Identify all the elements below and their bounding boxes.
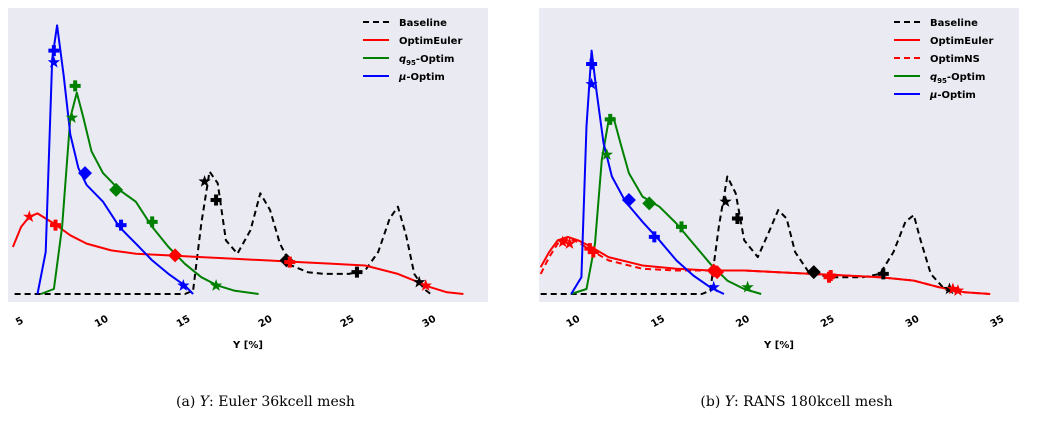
x-tick-label: 10: [565, 314, 583, 331]
x-axis-label: Y [%]: [763, 340, 794, 351]
x-tick-label: 10: [93, 314, 111, 331]
marker-optim-1: [585, 77, 598, 90]
marker-optim-5: [177, 279, 190, 291]
panel-b: 10 15 20 25 30 35 Y [%] Baseline OptimEuler Optim…: [531, 0, 1062, 432]
marker-baseline-3: [806, 265, 821, 280]
x-tick-label: 5: [14, 315, 26, 328]
legend-label-q95-optim: q95-Optim: [399, 54, 454, 67]
marker-optimeuler-5: [419, 279, 432, 291]
marker-optimeuler-2: [50, 219, 62, 231]
marker-baseline-5: [413, 275, 426, 288]
marker-q95-optim-5: [209, 279, 223, 291]
marker-optim-5: [707, 280, 720, 293]
legend-label-optimeuler: OptimEuler: [930, 36, 993, 47]
caption-a-text: : Euler 36kcell mesh: [209, 394, 355, 410]
marker-optimeuler-5: [951, 284, 965, 296]
chart-b: 10 15 20 25 30 35 Y [%] Baseline OptimEuler Optim…: [539, 8, 1019, 351]
marker-baseline-1: [719, 195, 732, 207]
series-line-baseline: [540, 175, 957, 295]
marker-optim-1: [47, 55, 61, 68]
marker-optimns-1: [563, 237, 576, 249]
marker-baseline-1: [198, 175, 211, 187]
x-tick-label: 15: [649, 314, 667, 331]
marker-optimeuler-1: [23, 210, 36, 222]
marker-q95-optim-3: [642, 196, 657, 211]
series-line-optim: [570, 49, 725, 295]
marker-q95-optim-4: [146, 216, 158, 228]
marker-q95-optim-3: [109, 182, 124, 197]
legend-label-baseline: Baseline: [399, 18, 447, 29]
legend-label-baseline: Baseline: [930, 18, 978, 29]
marker-q95-optim-4: [675, 221, 687, 233]
chart-a: 5 10 15 20 25 30 Y [%] Baseline OptimEuler q95-Op…: [8, 8, 488, 351]
plot-background: [539, 8, 1019, 302]
marker-optimeuler-3: [168, 248, 183, 263]
plot-background: [8, 8, 488, 302]
marker-q95-optim-1: [65, 111, 79, 123]
marker-baseline-4: [351, 266, 363, 278]
series-line-optimeuler: [11, 212, 464, 295]
marker-optimeuler-1: [556, 235, 569, 248]
x-tick-label: 25: [819, 314, 837, 331]
marker-optimns-3: [710, 265, 725, 280]
x-tick-label: 20: [257, 314, 275, 331]
marker-optim-2: [586, 58, 598, 70]
x-axis-label: Y [%]: [232, 340, 263, 351]
marker-optim-3: [621, 193, 636, 207]
marker-baseline-2: [731, 212, 743, 224]
x-tick-label: 20: [734, 314, 752, 331]
x-tick-label: 25: [339, 314, 357, 331]
caption-a-variable: Y: [199, 394, 210, 410]
legend-label-q95-optim: q95-Optim: [930, 72, 985, 85]
marker-q95-optim-2: [604, 113, 616, 125]
caption-b: (b) Y: RANS 180kcell mesh: [531, 394, 1062, 410]
marker-optim-4: [115, 219, 127, 231]
caption-b-variable: Y: [724, 394, 734, 410]
caption-a-label: (a): [176, 394, 196, 410]
caption-a: (a) Y: Euler 36kcell mesh: [0, 394, 531, 410]
marker-q95-optim-1: [600, 148, 613, 160]
marker-optimeuler-4: [284, 256, 296, 268]
marker-baseline-2: [210, 194, 222, 206]
legend-label-optimeuler: OptimEuler: [399, 36, 462, 47]
marker-q95-optim-5: [741, 280, 754, 293]
legend-label-optimns: OptimNS: [930, 54, 980, 65]
marker-optim-2: [48, 45, 60, 57]
marker-baseline-4: [877, 268, 889, 280]
panel-a: 5 10 15 20 25 30 Y [%] Baseline OptimEuler q95-Op…: [0, 8, 531, 410]
caption-b-label: (b): [700, 394, 721, 410]
marker-q95-optim-2: [69, 80, 81, 92]
x-tick-label: 30: [904, 314, 922, 331]
marker-optimns-4: [823, 271, 835, 283]
x-tick-label: 35: [989, 314, 1007, 331]
legend-label-optim: μ-Optim: [398, 72, 445, 83]
marker-optim-4: [648, 231, 660, 243]
caption-b-text: : RANS 180kcell mesh: [733, 394, 893, 410]
x-tick-label: 30: [421, 314, 439, 331]
marker-optimns-5: [946, 282, 959, 295]
marker-optimns-2: [587, 246, 599, 258]
legend-label-optim: μ-Optim: [929, 90, 976, 101]
marker-optim-3: [77, 166, 92, 181]
x-tick-label: 15: [175, 314, 193, 331]
